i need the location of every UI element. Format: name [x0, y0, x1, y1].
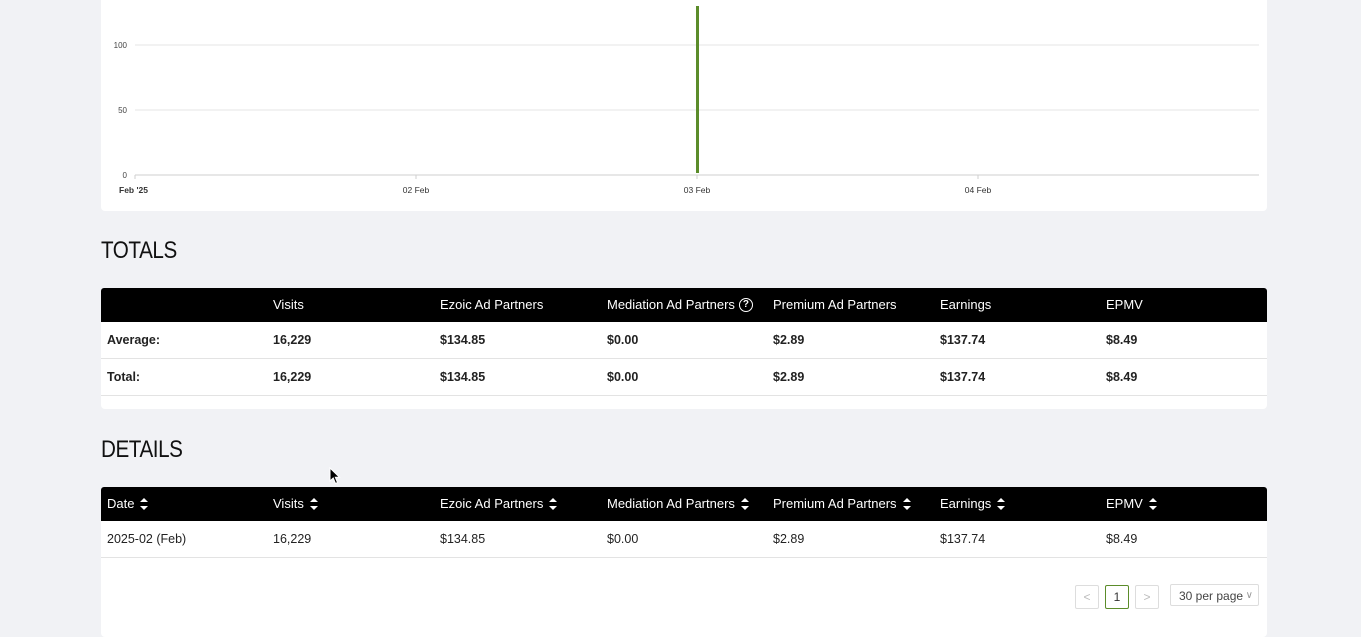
header-label: EPMV: [1106, 496, 1143, 511]
table-row: 2025-02 (Feb) 16,229 $134.85 $0.00 $2.89…: [101, 521, 1267, 558]
header-label: Visits: [273, 496, 304, 511]
x-tick-label: Feb '25: [119, 185, 148, 195]
totals-header-mediation-label: Mediation Ad Partners: [607, 297, 735, 312]
table-cell: $8.49: [1106, 370, 1138, 384]
table-cell: 16,229: [273, 532, 312, 546]
totals-header-row: Visits Ezoic Ad Partners Mediation Ad Pa…: [101, 288, 1267, 322]
chart-bar: [696, 6, 699, 173]
sort-icon[interactable]: [140, 496, 149, 512]
x-tick-label: 04 Feb: [965, 185, 992, 195]
details-table: Date Visits Ezoic Ad Partners Mediation …: [101, 487, 1267, 637]
table-cell: $8.49: [1106, 333, 1138, 347]
totals-header-epmv: EPMV: [1106, 297, 1143, 312]
table-cell: $137.74: [940, 333, 986, 347]
x-tick-label: 02 Feb: [403, 185, 430, 195]
sort-header-date[interactable]: Date: [107, 487, 149, 521]
totals-row-total: Total: 16,229 $134.85 $0.00 $2.89 $137.7…: [101, 359, 1267, 396]
sort-icon[interactable]: [309, 496, 318, 512]
pagination-prev-button[interactable]: <: [1075, 585, 1099, 609]
table-cell: $137.74: [940, 370, 986, 384]
y-tick-label: 0: [123, 171, 128, 180]
y-tick-label: 50: [118, 106, 127, 115]
per-page-select[interactable]: 30 per page ∨: [1170, 584, 1259, 606]
sort-header-visits[interactable]: Visits: [273, 487, 318, 521]
sort-header-epmv[interactable]: EPMV: [1106, 487, 1157, 521]
mouse-cursor-icon: [329, 467, 341, 485]
sort-icon[interactable]: [902, 496, 911, 512]
table-cell: Average:: [107, 333, 161, 347]
table-cell: $0.00: [607, 333, 639, 347]
chart-card: 0 50 100 Feb '25 02 Feb 03 Feb 04 Feb: [101, 0, 1267, 211]
header-label: Mediation Ad Partners: [607, 496, 735, 511]
table-cell: 16,229: [273, 333, 312, 347]
table-cell: 2025-02 (Feb): [107, 532, 187, 546]
totals-header-ezoic: Ezoic Ad Partners: [440, 297, 544, 312]
totals-header-mediation: Mediation Ad Partners ?: [607, 288, 753, 322]
x-tick-label: 03 Feb: [684, 185, 711, 195]
pagination-next-button[interactable]: >: [1135, 585, 1159, 609]
sort-header-earnings[interactable]: Earnings: [940, 487, 1006, 521]
sort-icon[interactable]: [997, 496, 1006, 512]
header-label: Ezoic Ad Partners: [440, 496, 544, 511]
y-tick-label: 100: [114, 41, 128, 50]
chevron-down-icon: ∨: [1245, 590, 1253, 601]
table-cell: $0.00: [607, 370, 639, 384]
table-cell: $2.89: [773, 532, 805, 546]
table-cell: $134.85: [440, 370, 486, 384]
header-label: Date: [107, 496, 135, 511]
sort-icon[interactable]: [1148, 496, 1157, 512]
totals-header-earnings: Earnings: [940, 297, 992, 312]
totals-title: TOTALS: [101, 237, 177, 264]
table-cell: $137.74: [940, 532, 986, 546]
visits-chart: 0 50 100 Feb '25 02 Feb 03 Feb 04 Feb: [114, 6, 1259, 195]
totals-row-average: Average: 16,229 $134.85 $0.00 $2.89 $137…: [101, 322, 1267, 359]
pagination-page-1[interactable]: 1: [1105, 585, 1129, 609]
table-cell: 16,229: [273, 370, 312, 384]
per-page-value: 30 per page: [1179, 589, 1244, 603]
table-cell: $2.89: [773, 370, 805, 384]
help-icon[interactable]: ?: [738, 298, 753, 312]
table-cell: $0.00: [607, 532, 639, 546]
table-cell: $134.85: [440, 532, 486, 546]
totals-header-visits: Visits: [273, 297, 304, 312]
table-cell: $2.89: [773, 333, 805, 347]
sort-header-premium[interactable]: Premium Ad Partners: [773, 487, 911, 521]
totals-table: Visits Ezoic Ad Partners Mediation Ad Pa…: [101, 288, 1267, 409]
header-label: Premium Ad Partners: [773, 496, 897, 511]
sort-header-mediation[interactable]: Mediation Ad Partners: [607, 487, 749, 521]
sort-icon[interactable]: [740, 496, 749, 512]
totals-header-premium: Premium Ad Partners: [773, 297, 897, 312]
sort-icon[interactable]: [549, 496, 558, 512]
table-cell: $8.49: [1106, 532, 1138, 546]
sort-header-ezoic[interactable]: Ezoic Ad Partners: [440, 487, 558, 521]
details-header-row: Date Visits Ezoic Ad Partners Mediation …: [101, 487, 1267, 521]
header-label: Earnings: [940, 496, 992, 511]
table-cell: $134.85: [440, 333, 486, 347]
table-cell: Total:: [107, 370, 141, 384]
details-title: DETAILS: [101, 436, 183, 463]
